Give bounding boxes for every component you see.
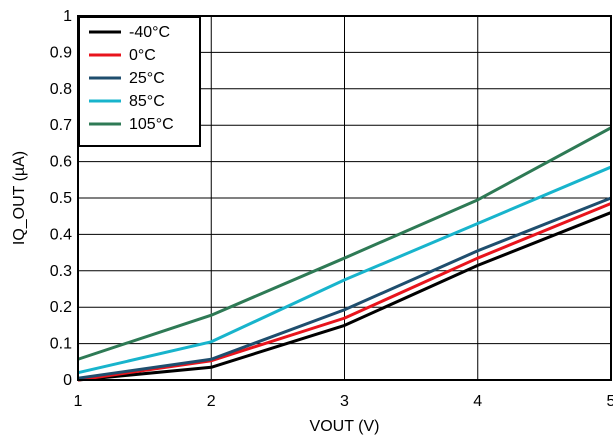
legend-label: 0°C: [129, 47, 156, 64]
y-tick-label: 0.1: [50, 336, 72, 353]
y-tick-label: 0.7: [50, 117, 72, 134]
y-tick-label: 0.9: [50, 44, 72, 61]
series-line-4: [77, 126, 612, 361]
y-tick-label: 0.6: [50, 154, 72, 171]
legend-label: -40°C: [129, 24, 170, 41]
x-axis-label: VOUT (V): [310, 418, 380, 435]
y-tick-label: 0.3: [50, 263, 72, 280]
y-tick-label: 0.4: [50, 226, 72, 243]
x-tick-label: 1: [74, 393, 83, 410]
series-line-3: [77, 165, 612, 375]
x-tick-label: 2: [207, 393, 216, 410]
y-tick-label: 1: [63, 8, 72, 25]
x-tick-label: 3: [340, 393, 349, 410]
series-lines: [77, 126, 612, 382]
legend-label: 105°C: [129, 116, 174, 133]
legend-label: 25°C: [129, 70, 165, 87]
y-tick-labels: 0 0.1 0.2 0.3 0.4 0.5 0.6 0.7 0.8 0.9 1: [50, 8, 72, 389]
x-tick-label: 5: [607, 393, 613, 410]
series-line-0: [77, 211, 612, 382]
x-tick-label: 4: [473, 393, 482, 410]
x-tick-labels: 1 2 3 4 5: [74, 393, 613, 410]
y-tick-label: 0.8: [50, 81, 72, 98]
legend: -40°C 0°C 25°C 85°C 105°C: [78, 16, 201, 147]
series-line-1: [77, 202, 612, 382]
series-line-2: [77, 196, 612, 380]
legend-label: 85°C: [129, 93, 165, 110]
plot-frame: [77, 15, 612, 381]
y-tick-label: 0: [63, 372, 72, 389]
y-tick-label: 0.5: [50, 190, 72, 207]
y-tick-label: 0.2: [50, 299, 72, 316]
y-axis-label: IQ_OUT (µA): [11, 151, 28, 245]
